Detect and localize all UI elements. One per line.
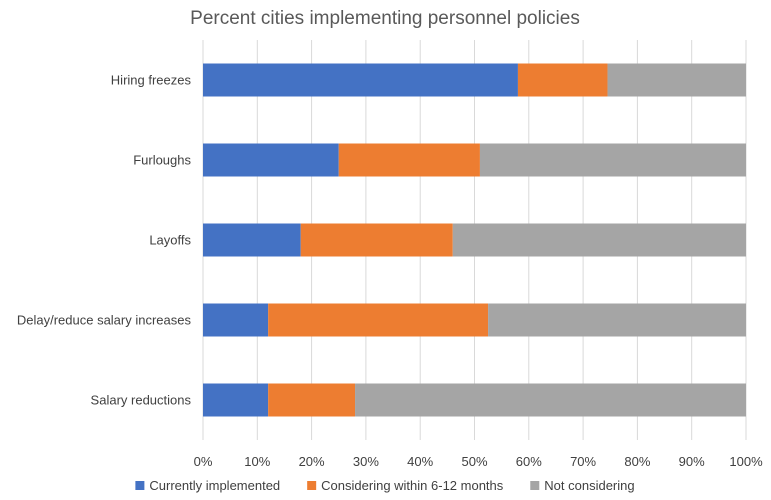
bar-segment-3 <box>452 223 746 257</box>
legend-label: Not considering <box>544 478 634 493</box>
category-label: Delay/reduce salary increases <box>17 313 192 328</box>
legend-swatch <box>307 481 317 490</box>
legend-swatch <box>530 481 540 490</box>
x-tick-label: 90% <box>679 454 705 469</box>
legend: Currently implemented Considering within … <box>135 478 635 493</box>
bar-segment-3 <box>355 383 746 417</box>
bar-segment-2 <box>268 303 489 337</box>
x-tick-label: 70% <box>570 454 596 469</box>
x-tick-label: 10% <box>244 454 270 469</box>
bar-segment-3 <box>607 63 746 97</box>
legend-swatch <box>135 481 145 490</box>
bar-segment-3 <box>488 303 746 337</box>
category-label: Hiring freezes <box>111 73 192 88</box>
x-tick-label: 50% <box>461 454 487 469</box>
bar-segment-3 <box>479 143 746 177</box>
bar-segment-2 <box>300 223 453 257</box>
category-label: Layoffs <box>149 233 191 248</box>
x-tick-label: 80% <box>624 454 650 469</box>
bars <box>203 63 746 417</box>
x-tick-label: 20% <box>299 454 325 469</box>
x-tick-label: 100% <box>729 454 763 469</box>
x-axis-ticks: 0% 10% 20% 30% 40% 50% 60% 70% 80% 90% 100% <box>194 454 763 469</box>
bar-segment-1 <box>203 223 301 257</box>
x-tick-label: 0% <box>194 454 213 469</box>
bar-segment-1 <box>203 383 269 417</box>
category-labels: Hiring freezes Furloughs Layoffs Delay/redu… <box>17 73 192 408</box>
x-tick-label: 60% <box>516 454 542 469</box>
x-tick-label: 40% <box>407 454 433 469</box>
x-tick-label: 30% <box>353 454 379 469</box>
legend-label: Considering within 6-12 months <box>321 478 504 493</box>
category-label: Furloughs <box>133 153 191 168</box>
chart-title: Percent cities implementing personnel po… <box>190 8 580 29</box>
bar-segment-1 <box>203 303 269 337</box>
bar-segment-1 <box>203 63 518 97</box>
bar-segment-2 <box>338 143 480 177</box>
category-label: Salary reductions <box>91 393 192 408</box>
bar-segment-2 <box>517 63 608 97</box>
legend-label: Currently implemented <box>149 478 280 493</box>
bar-segment-1 <box>203 143 339 177</box>
bar-segment-2 <box>268 383 356 417</box>
